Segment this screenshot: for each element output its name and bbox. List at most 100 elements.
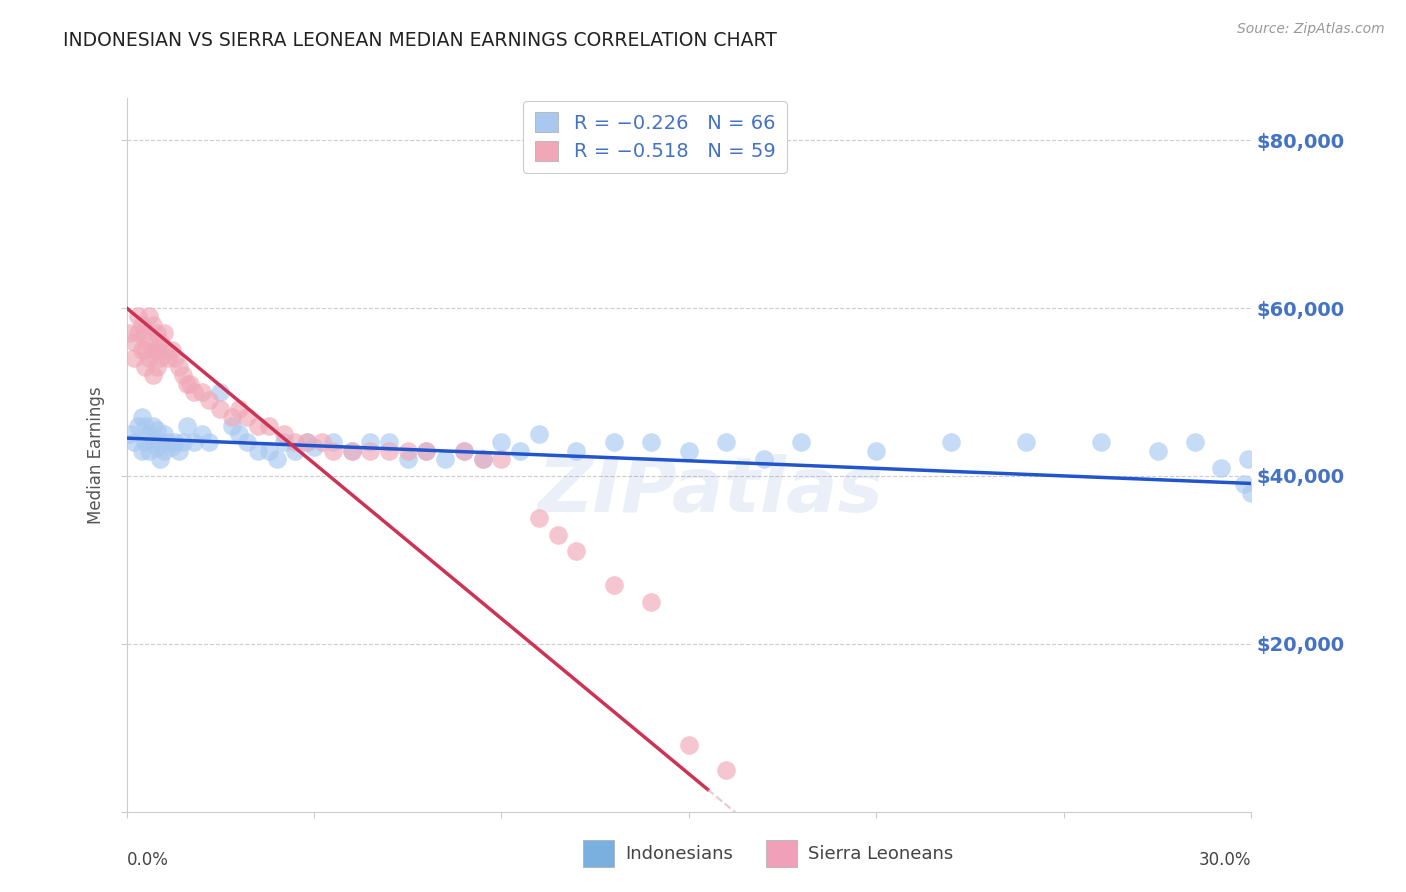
Point — [565, 443, 588, 458]
Point — [167, 443, 190, 458]
Point — [359, 443, 381, 458]
Point — [415, 443, 437, 458]
Text: 30.0%: 30.0% — [1199, 851, 1251, 869]
Point — [131, 318, 153, 332]
Point — [491, 435, 513, 450]
Point — [131, 443, 153, 458]
Point — [678, 738, 700, 752]
Point — [295, 435, 318, 450]
Point — [865, 443, 887, 458]
Point — [165, 435, 187, 450]
Point — [149, 351, 172, 366]
Point — [138, 351, 160, 366]
Point — [134, 343, 156, 357]
Point — [122, 334, 145, 349]
Point — [134, 435, 156, 450]
Point — [396, 443, 419, 458]
Point — [565, 544, 588, 558]
Point — [790, 435, 813, 450]
Point — [640, 595, 662, 609]
Point — [145, 440, 167, 454]
Point — [198, 393, 221, 408]
Point — [190, 426, 212, 441]
Point — [145, 326, 167, 341]
Point — [145, 343, 167, 357]
Point — [340, 443, 363, 458]
Point — [716, 763, 738, 777]
Point — [134, 326, 156, 341]
Point — [221, 418, 243, 433]
Point — [131, 343, 153, 357]
Point — [142, 368, 165, 383]
Point — [142, 435, 165, 450]
Point — [471, 452, 494, 467]
Point — [311, 435, 333, 450]
Point — [183, 435, 205, 450]
Point — [257, 443, 280, 458]
Point — [1240, 485, 1263, 500]
Point — [284, 443, 307, 458]
Point — [509, 443, 531, 458]
Point — [138, 334, 160, 349]
Point — [209, 401, 232, 416]
Text: Source: ZipAtlas.com: Source: ZipAtlas.com — [1237, 22, 1385, 37]
Point — [176, 376, 198, 391]
Point — [209, 384, 232, 399]
Point — [127, 326, 149, 341]
Point — [603, 578, 626, 592]
Point — [235, 410, 257, 425]
Point — [149, 435, 172, 450]
Point — [547, 527, 569, 541]
Point — [138, 443, 160, 458]
Text: Indonesians: Indonesians — [626, 845, 734, 863]
Point — [190, 384, 212, 399]
Point — [716, 435, 738, 450]
Point — [378, 443, 401, 458]
Text: Sierra Leoneans: Sierra Leoneans — [808, 845, 953, 863]
Point — [142, 343, 165, 357]
Point — [1233, 477, 1256, 491]
Point — [153, 443, 176, 458]
Point — [302, 440, 325, 454]
Point — [941, 435, 963, 450]
Point — [153, 343, 176, 357]
Point — [179, 376, 201, 391]
Point — [138, 310, 160, 324]
Point — [142, 418, 165, 433]
Point — [122, 435, 145, 450]
Point — [235, 435, 257, 450]
Point — [491, 452, 513, 467]
Y-axis label: Median Earnings: Median Earnings — [87, 386, 105, 524]
Point — [153, 326, 176, 341]
Point — [153, 426, 176, 441]
Point — [149, 452, 172, 467]
Point — [266, 452, 288, 467]
Point — [396, 452, 419, 467]
Point — [122, 351, 145, 366]
Point — [284, 435, 307, 450]
Point — [273, 435, 295, 450]
Point — [752, 452, 775, 467]
Point — [434, 452, 457, 467]
Point — [228, 426, 250, 441]
Point — [131, 410, 153, 425]
Text: 0.0%: 0.0% — [127, 851, 169, 869]
Point — [678, 443, 700, 458]
Point — [527, 426, 550, 441]
Point — [453, 443, 475, 458]
Point — [176, 418, 198, 433]
Point — [322, 435, 344, 450]
Point — [156, 351, 179, 366]
Point — [295, 435, 318, 450]
Point — [359, 435, 381, 450]
Point — [1146, 443, 1168, 458]
Point — [1015, 435, 1038, 450]
Point — [246, 418, 269, 433]
Point — [1236, 452, 1258, 467]
Point — [167, 359, 190, 374]
Point — [640, 435, 662, 450]
Point — [228, 401, 250, 416]
Point — [322, 443, 344, 458]
Point — [527, 511, 550, 525]
Point — [165, 351, 187, 366]
